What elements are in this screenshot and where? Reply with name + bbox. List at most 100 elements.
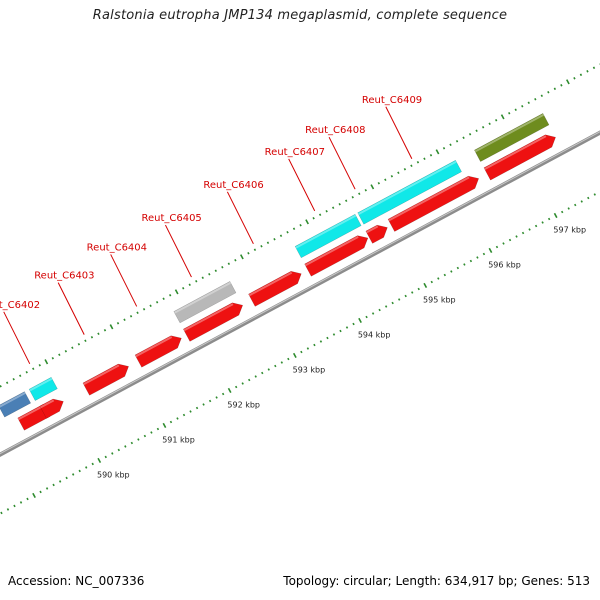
lower-tick-mark xyxy=(404,294,407,298)
gene-label-Reut_C6407: Reut_C6407 xyxy=(265,147,325,158)
gene-label-Reut_C6402: Reut_C6402 xyxy=(0,300,40,311)
upper-tick-mark xyxy=(5,381,9,385)
gene-shine-Reut_C6409p xyxy=(357,160,457,215)
gene-label-Reut_C6405: Reut_C6405 xyxy=(141,213,201,224)
lower-tick-mark xyxy=(39,490,42,494)
lower-tick-mark xyxy=(137,438,140,441)
upper-tick-mark xyxy=(579,73,583,77)
gene-arrow-Reut_C6403 xyxy=(82,363,129,396)
gene-arrow-prev-a xyxy=(0,391,32,418)
lower-tick-mark xyxy=(508,238,512,242)
gene-arrow-Reut_C6406 xyxy=(248,271,302,307)
upper-tick-mark xyxy=(592,66,596,70)
upper-tick-mark xyxy=(403,168,407,171)
upper-tick-mark xyxy=(240,254,244,260)
upper-tick-mark xyxy=(586,70,589,73)
lower-tick-mark xyxy=(365,315,368,319)
upper-tick-mark xyxy=(195,280,198,283)
lower-tick-mark xyxy=(234,385,238,389)
gene-arrow-Reut_C6404 xyxy=(134,335,182,368)
lower-tick-mark xyxy=(488,247,493,254)
gene-arrow-Reut_C6408 xyxy=(365,224,388,244)
gene-shine-prev-b xyxy=(17,404,45,421)
kbp-tick-label: 590 kbp xyxy=(97,470,130,479)
lower-tick-mark xyxy=(384,305,388,308)
upper-tick-mark xyxy=(435,149,440,155)
lower-tick-mark xyxy=(267,368,270,371)
lower-tick-mark xyxy=(495,245,499,249)
upper-tick-mark xyxy=(560,84,563,87)
lower-tick-mark xyxy=(397,298,401,301)
leader-line-Reut_C6409 xyxy=(385,106,413,159)
lower-tick-mark xyxy=(71,473,75,476)
lower-tick-mark xyxy=(287,357,290,361)
lower-tick-mark xyxy=(52,483,55,487)
upper-tick-mark xyxy=(397,171,400,175)
lower-tick-mark xyxy=(345,326,349,329)
upper-tick-mark xyxy=(573,77,576,80)
lower-tick-mark xyxy=(306,347,310,350)
upper-tick-mark xyxy=(162,297,165,301)
lower-tick-mark xyxy=(162,422,167,429)
backbone-line xyxy=(0,130,600,457)
gene-arrow-next-b xyxy=(483,134,556,181)
lower-tick-mark xyxy=(221,392,225,396)
upper-tick-mark xyxy=(494,119,498,122)
upper-tick-mark xyxy=(286,231,289,234)
lower-tick-mark xyxy=(104,455,107,459)
lower-tick-mark xyxy=(437,277,440,280)
upper-tick-mark xyxy=(566,79,570,85)
leader-line-Reut_C6403 xyxy=(57,282,85,335)
gene-shine-Reut_C6402b xyxy=(40,399,55,409)
backbone-highlight xyxy=(0,131,600,455)
upper-tick-mark xyxy=(351,196,354,199)
lower-tick-mark xyxy=(58,480,62,483)
upper-tick-mark xyxy=(325,210,328,213)
gene-shine-Reut_C6407p xyxy=(295,214,357,249)
lower-tick-mark xyxy=(332,333,336,336)
lower-tick-mark xyxy=(156,427,160,431)
upper-tick-mark xyxy=(299,224,302,227)
lower-tick-mark xyxy=(534,224,538,228)
upper-tick-mark xyxy=(142,308,146,311)
gene-arrow-Reut_C6405 xyxy=(182,302,244,342)
gene-arrow-Reut_C6402 xyxy=(28,376,58,401)
upper-tick-mark xyxy=(19,374,22,378)
gene-label-Reut_C6409: Reut_C6409 xyxy=(362,95,422,106)
lower-tick-mark xyxy=(32,492,36,499)
lower-tick-mark xyxy=(593,193,596,196)
gene-arrow-Reut_C6402b xyxy=(39,398,64,419)
leader-line-Reut_C6406 xyxy=(226,191,254,245)
lower-tick-mark xyxy=(528,228,531,231)
upper-tick-mark xyxy=(58,353,61,357)
gene-shine-Reut_C6402 xyxy=(29,377,53,392)
upper-tick-mark xyxy=(234,259,237,262)
upper-tick-mark xyxy=(462,136,465,140)
upper-tick-mark xyxy=(109,324,114,330)
upper-tick-mark xyxy=(71,346,74,350)
lower-tick-mark xyxy=(143,434,147,438)
kbp-tick-label: 596 kbp xyxy=(488,260,521,269)
upper-tick-mark xyxy=(266,241,270,245)
upper-tick-mark xyxy=(455,140,459,143)
lower-tick-mark xyxy=(450,270,453,273)
leader-line-Reut_C6407 xyxy=(288,158,316,212)
lower-tick-mark xyxy=(469,259,473,263)
upper-tick-mark xyxy=(12,377,15,381)
gene-shine-prev-a xyxy=(0,392,26,408)
lower-tick-mark xyxy=(430,280,433,284)
kbp-tick-label: 597 kbp xyxy=(553,225,586,234)
lower-tick-mark xyxy=(150,431,153,434)
lower-tick-mark xyxy=(274,364,277,368)
gene-arrow-Reut_C6407 xyxy=(304,235,369,277)
gene-label-Reut_C6403: Reut_C6403 xyxy=(34,271,94,282)
lower-tick-mark xyxy=(541,221,544,224)
leader-line-Reut_C6404 xyxy=(110,254,138,307)
lower-tick-mark xyxy=(502,242,505,245)
lower-tick-mark xyxy=(65,476,68,480)
kbp-tick-label: 592 kbp xyxy=(227,400,260,409)
gene-shine-next-b xyxy=(484,135,547,170)
upper-tick-mark xyxy=(25,371,28,374)
upper-tick-mark xyxy=(410,164,413,168)
lower-tick-mark xyxy=(45,487,49,490)
